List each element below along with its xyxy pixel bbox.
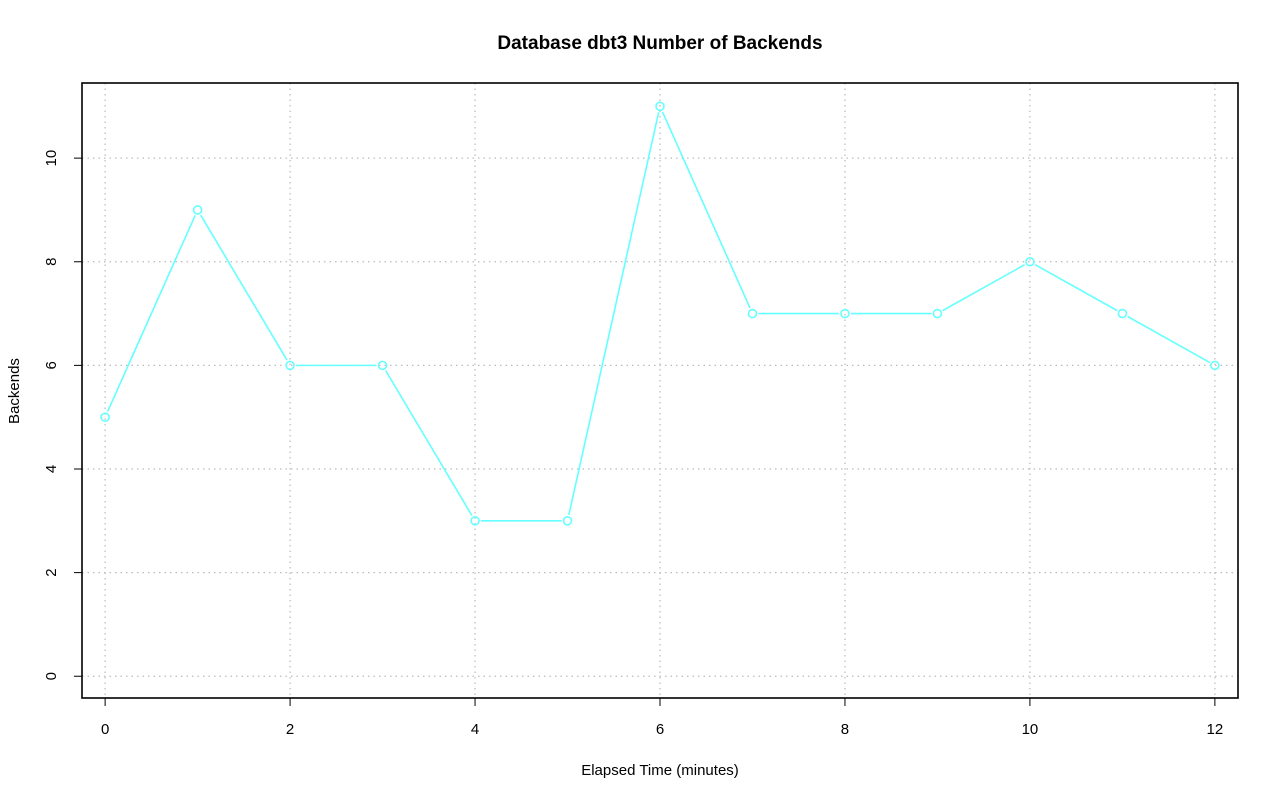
y-tick-label: 10 — [43, 150, 60, 167]
series-line-segment — [106, 215, 196, 413]
data-point — [470, 516, 480, 526]
y-tick-label: 8 — [43, 258, 60, 266]
x-tick-label: 0 — [101, 721, 109, 738]
x-tick-label: 8 — [841, 721, 849, 738]
series-line-segment — [384, 370, 473, 517]
series-line-segment — [661, 111, 751, 309]
x-tick-label: 6 — [656, 721, 664, 738]
y-axis-label: Backends — [6, 358, 23, 424]
y-tick-label: 6 — [43, 361, 60, 369]
data-point — [840, 308, 850, 319]
series-line-segment — [1127, 315, 1211, 364]
y-tick-label: 2 — [43, 568, 60, 576]
data-point — [932, 308, 943, 319]
chart-title: Database dbt3 Number of Backends — [497, 33, 822, 54]
series-line-segment — [1034, 263, 1118, 312]
series-line-segment — [199, 214, 288, 361]
data-point — [747, 308, 758, 319]
x-axis: 0 2 4 6 8 10 12 — [101, 697, 1224, 738]
x-tick-label: 10 — [1022, 721, 1039, 738]
grid-lines — [82, 83, 1238, 698]
y-axis: 0 2 4 6 8 10 — [43, 150, 83, 680]
data-point — [285, 360, 295, 371]
data-point — [100, 412, 110, 422]
y-tick-label: 0 — [43, 672, 60, 680]
x-tick-label: 4 — [471, 721, 479, 738]
data-point — [1210, 360, 1220, 371]
x-tick-label: 12 — [1207, 721, 1224, 738]
x-tick-label: 2 — [286, 721, 294, 738]
data-point — [562, 516, 573, 526]
data-point — [1117, 308, 1128, 319]
data-point — [1025, 256, 1035, 267]
data-point — [377, 360, 388, 371]
data-point — [192, 205, 203, 215]
series-line-segment — [568, 111, 660, 516]
y-tick-label: 4 — [43, 465, 60, 473]
series-backends — [100, 101, 1220, 526]
data-point — [655, 101, 665, 112]
x-axis-label: Elapsed Time (minutes) — [581, 762, 739, 779]
series-line-segment — [942, 263, 1026, 312]
